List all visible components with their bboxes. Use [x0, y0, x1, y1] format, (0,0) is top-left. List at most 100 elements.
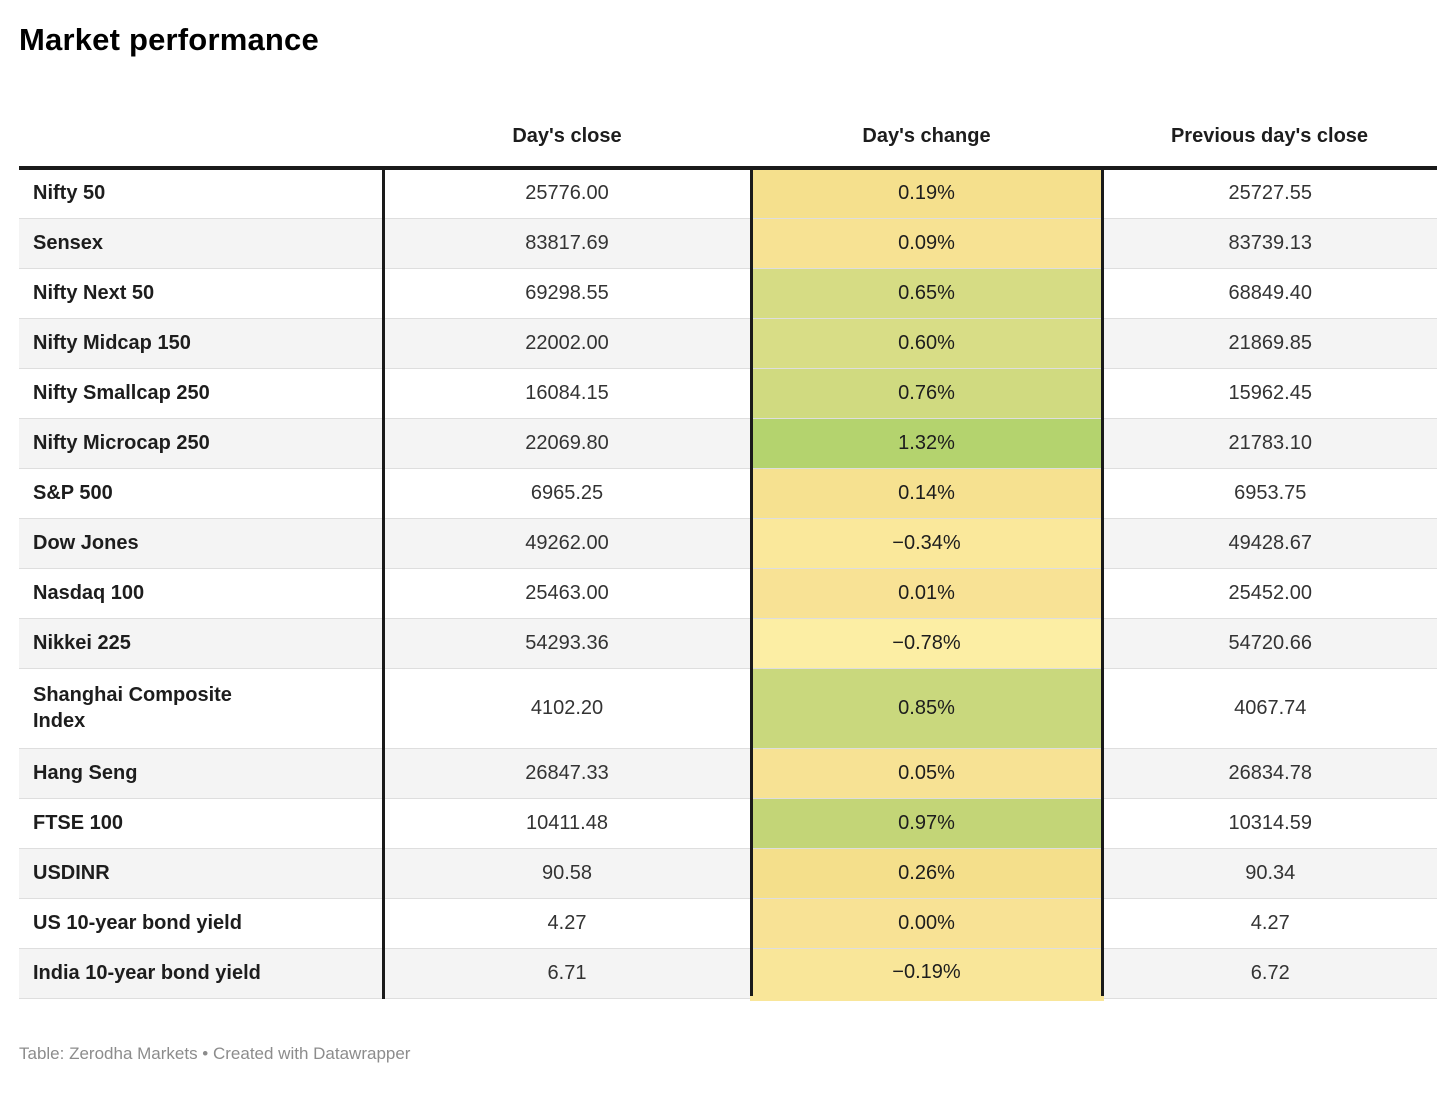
days-close-value: 10411.48: [383, 798, 751, 849]
table-body: Nifty 50 25776.00 0.19% 25727.55 Sensex 83817…: [19, 168, 1437, 1001]
table-row: Nasdaq 100 25463.00 0.01% 25452.00: [19, 568, 1437, 619]
row-label-cell: Nifty Microcap 250: [19, 418, 385, 469]
row-label-cell: Nasdaq 100: [19, 568, 385, 619]
days-change-value: 0.00%: [749, 898, 1104, 949]
days-close-value: 54293.36: [383, 618, 751, 669]
previous-days-close-value: 90.34: [1102, 848, 1437, 899]
days-close-value: 16084.15: [383, 368, 751, 419]
days-change-value: 0.01%: [749, 568, 1104, 619]
row-label-cell: Shanghai Composite Index: [19, 668, 385, 749]
days-close-value: 6.71: [383, 948, 751, 999]
days-change-value: 0.60%: [749, 318, 1104, 369]
row-label-cell: FTSE 100: [19, 798, 385, 849]
days-change-value: 0.05%: [749, 748, 1104, 799]
table-row: S&P 500 6965.25 0.14% 6953.75: [19, 468, 1437, 519]
row-label: Nifty Next 50: [33, 281, 155, 304]
days-close-value: 4102.20: [383, 668, 751, 749]
days-change-value: 0.26%: [749, 848, 1104, 899]
row-label: Nasdaq 100: [33, 581, 145, 604]
market-table: Day's close Day's change Previous day's …: [19, 114, 1437, 1001]
previous-days-close-value: 26834.78: [1102, 748, 1437, 799]
table-row: Shanghai Composite Index 4102.20 0.85% 4067…: [19, 668, 1437, 749]
previous-days-close-value: 10314.59: [1102, 798, 1437, 849]
previous-days-close-value: 54720.66: [1102, 618, 1437, 669]
row-label-cell: Nikkei 225: [19, 618, 385, 669]
previous-days-close-value: 25452.00: [1102, 568, 1437, 619]
table-row: Hang Seng 26847.33 0.05% 26834.78: [19, 748, 1437, 799]
days-change-value: 0.97%: [749, 798, 1104, 849]
row-label: Shanghai Composite Index: [33, 684, 232, 732]
previous-days-close-value: 21869.85: [1102, 318, 1437, 369]
row-label: S&P 500: [33, 481, 113, 504]
row-label-cell: US 10-year bond yield: [19, 898, 385, 949]
column-header-days-close: Day's close: [383, 114, 751, 170]
table-row: USDINR 90.58 0.26% 90.34: [19, 848, 1437, 899]
days-change-value: 0.09%: [749, 218, 1104, 269]
days-change-value: −0.78%: [749, 618, 1104, 669]
days-change-value: 1.32%: [749, 418, 1104, 469]
days-change-value: 0.85%: [749, 668, 1104, 749]
days-close-value: 69298.55: [383, 268, 751, 319]
previous-days-close-value: 6.72: [1102, 948, 1437, 999]
row-label-cell: Nifty Midcap 150: [19, 318, 385, 369]
row-label: Hang Seng: [33, 761, 138, 784]
table-row: US 10-year bond yield 4.27 0.00% 4.27: [19, 898, 1437, 949]
row-label-cell: S&P 500: [19, 468, 385, 519]
days-close-value: 22069.80: [383, 418, 751, 469]
days-change-value: −0.34%: [749, 518, 1104, 569]
days-change-value: 0.14%: [749, 468, 1104, 519]
row-label-cell: Hang Seng: [19, 748, 385, 799]
row-label: Sensex: [33, 231, 104, 254]
table-row: Nifty 50 25776.00 0.19% 25727.55: [19, 168, 1437, 219]
row-label: US 10-year bond yield: [33, 911, 242, 934]
row-label: India 10-year bond yield: [33, 961, 261, 984]
row-label-cell: India 10-year bond yield: [19, 948, 385, 999]
days-close-value: 26847.33: [383, 748, 751, 799]
column-header-blank: [19, 114, 383, 170]
row-label-cell: Sensex: [19, 218, 385, 269]
column-header-previous-days-close: Previous day's close: [1102, 114, 1437, 170]
days-change-value: −0.19%: [749, 948, 1104, 1001]
table-row: Dow Jones 49262.00 −0.34% 49428.67: [19, 518, 1437, 569]
previous-days-close-value: 6953.75: [1102, 468, 1437, 519]
previous-days-close-value: 49428.67: [1102, 518, 1437, 569]
footer-text: Table: Zerodha Markets • Created with Da…: [19, 1043, 411, 1063]
previous-days-close-value: 25727.55: [1102, 168, 1437, 219]
days-close-value: 49262.00: [383, 518, 751, 569]
table-row: Nifty Next 50 69298.55 0.65% 68849.40: [19, 268, 1437, 319]
previous-days-close-value: 15962.45: [1102, 368, 1437, 419]
table-row: Nifty Smallcap 250 16084.15 0.76% 15962.45: [19, 368, 1437, 419]
table-row: Sensex 83817.69 0.09% 83739.13: [19, 218, 1437, 269]
days-close-value: 25463.00: [383, 568, 751, 619]
table-row: FTSE 100 10411.48 0.97% 10314.59: [19, 798, 1437, 849]
row-label-cell: Nifty Smallcap 250: [19, 368, 385, 419]
days-change-value: 0.19%: [749, 168, 1104, 219]
previous-days-close-value: 4.27: [1102, 898, 1437, 949]
row-label-cell: USDINR: [19, 848, 385, 899]
days-close-value: 22002.00: [383, 318, 751, 369]
table-row: India 10-year bond yield 6.71 −0.19% 6.72: [19, 948, 1437, 1001]
row-label: Nifty Smallcap 250: [33, 381, 210, 404]
days-close-value: 6965.25: [383, 468, 751, 519]
previous-days-close-value: 4067.74: [1102, 668, 1437, 749]
previous-days-close-value: 83739.13: [1102, 218, 1437, 269]
table-row: Nifty Microcap 250 22069.80 1.32% 21783.10: [19, 418, 1437, 469]
row-label: Nifty Microcap 250: [33, 431, 210, 454]
page-title: Market performance: [19, 22, 319, 57]
table-row: Nifty Midcap 150 22002.00 0.60% 21869.85: [19, 318, 1437, 369]
days-close-value: 4.27: [383, 898, 751, 949]
days-close-value: 83817.69: [383, 218, 751, 269]
days-close-value: 90.58: [383, 848, 751, 899]
column-header-days-change: Day's change: [751, 114, 1102, 170]
days-close-value: 25776.00: [383, 168, 751, 219]
row-label: FTSE 100: [33, 811, 124, 834]
footer-attribution: Table: Zerodha Markets • Created with Da…: [19, 1043, 1437, 1065]
days-change-value: 0.76%: [749, 368, 1104, 419]
row-label: Nifty 50: [33, 182, 106, 205]
days-change-value: 0.65%: [749, 268, 1104, 319]
market-performance-widget: Market performance Day's close Day's cha…: [19, 22, 1437, 1065]
previous-days-close-value: 68849.40: [1102, 268, 1437, 319]
row-label: USDINR: [33, 861, 110, 884]
row-label: Nifty Midcap 150: [33, 331, 191, 354]
row-label-cell: Nifty Next 50: [19, 268, 385, 319]
